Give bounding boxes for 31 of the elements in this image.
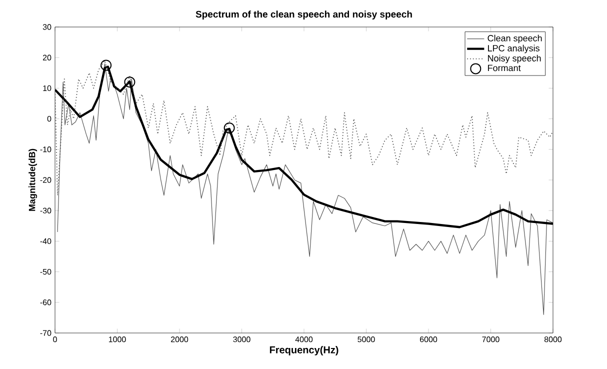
y-axis-title: Magnitude(dB)	[28, 148, 38, 211]
chart-title: Spectrum of the clean speech and noisy speech	[196, 10, 412, 20]
x-tick-label: 1000	[108, 336, 126, 342]
y-tick-label: 10	[43, 85, 52, 92]
point	[124, 76, 136, 88]
x-tick-label: 2000	[171, 336, 188, 342]
y-tick-label: -50	[40, 268, 52, 275]
point	[224, 122, 235, 134]
legend-label: Noisy speech	[488, 54, 541, 64]
x-tick-label: 5000	[358, 336, 375, 342]
x-tick-label: 3000	[233, 336, 250, 342]
x-tick-label: 4000	[295, 336, 313, 342]
x-tick-label: 0	[53, 336, 57, 342]
line-series	[57, 63, 553, 315]
legend-label: LPC analysis	[488, 44, 540, 54]
y-tick-label: -60	[40, 300, 52, 306]
x-tick-label: 7000	[482, 336, 500, 342]
x-axis-title: Frequency(Hz)	[270, 346, 338, 356]
legend-label: Formant	[488, 64, 521, 72]
x-tick-label: 6000	[420, 336, 438, 342]
x-tick-label: 8000	[544, 336, 562, 342]
y-tick-label: -10	[40, 146, 52, 152]
y-tick-label: -40	[40, 238, 52, 244]
y-tick-label: 30	[42, 24, 52, 30]
legend-label: Clean speech	[488, 34, 542, 44]
y-tick-label: 20	[42, 54, 52, 60]
y-tick-label: 0	[47, 116, 52, 122]
y-tick-label: -20	[40, 177, 52, 183]
y-tick-label: -30	[40, 208, 52, 214]
point	[100, 60, 112, 71]
y-tick-label: -70	[40, 330, 52, 336]
